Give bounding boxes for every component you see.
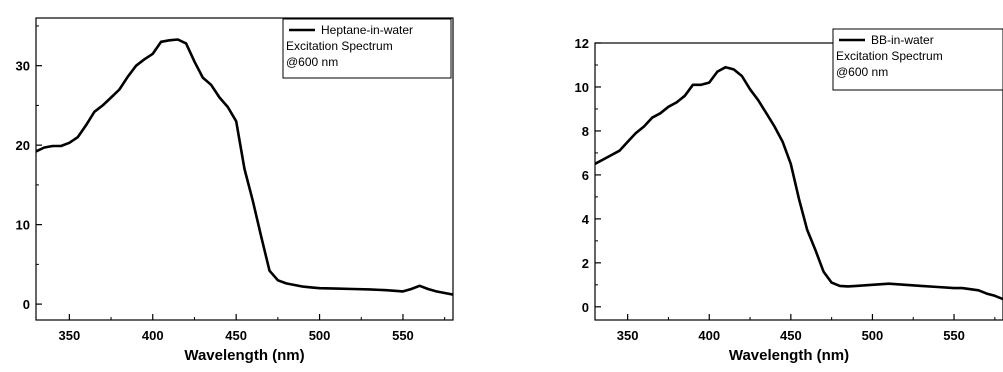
y-tick-label: 2 (582, 256, 589, 271)
series-line (36, 38, 453, 296)
x-tick-label: 500 (862, 328, 884, 343)
plot-frame (35, 17, 454, 321)
bb-spectrum-chart: 350 400 450 500 550 0 2 4 6 8 10 12 Wavelength (nm) B… (575, 28, 1003, 364)
y-tick-label: 6 (582, 168, 589, 183)
x-tick-label: 550 (392, 328, 414, 343)
x-axis-title: Wavelength (nm) (729, 347, 849, 364)
legend-entry: Heptane-in-water (321, 23, 413, 37)
y-tick-label: 8 (582, 124, 589, 139)
y-tick-label: 0 (23, 297, 30, 312)
x-tick-label: 450 (225, 328, 247, 343)
series-line (595, 65, 1003, 301)
legend-entry: @600 nm (286, 55, 338, 69)
y-tick-label: 10 (16, 218, 30, 233)
y-tick-label: 0 (582, 300, 589, 315)
x-tick-label: 400 (698, 328, 720, 343)
y-tick-label: 4 (582, 212, 590, 227)
legend-entry: Excitation Spectrum (836, 49, 943, 63)
plot-frame (594, 42, 1003, 321)
x-tick-label: 350 (59, 328, 81, 343)
y-tick-label: 20 (16, 138, 30, 153)
legend-entry: BB-in-water (871, 33, 934, 47)
x-tick-label: 400 (142, 328, 164, 343)
x-tick-label: 350 (617, 328, 639, 343)
legend-entry: @600 nm (836, 65, 888, 79)
y-tick-label: 10 (575, 80, 589, 95)
x-tick-label: 450 (780, 328, 802, 343)
x-axis-title: Wavelength (nm) (184, 347, 304, 364)
x-tick-label: 500 (309, 328, 331, 343)
y-tick-label: 12 (575, 36, 589, 51)
heptane-spectrum-chart: 350 400 450 500 550 0 10 20 30 Wavelength (nm) Hep… (16, 17, 454, 364)
x-tick-label: 550 (943, 328, 965, 343)
y-tick-label: 30 (16, 59, 30, 74)
legend-entry: Excitation Spectrum (286, 39, 393, 53)
